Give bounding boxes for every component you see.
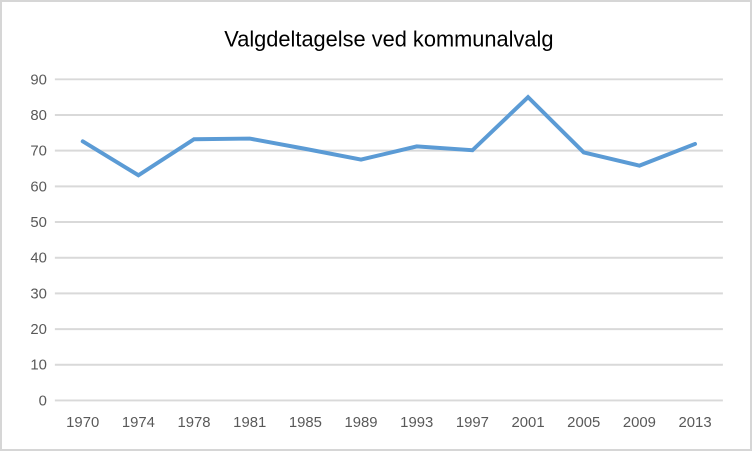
y-axis-tick-label: 0 <box>39 393 47 409</box>
y-axis-tick-label: 20 <box>30 322 47 338</box>
y-axis-labels-group: 0 10 20 30 40 50 60 70 80 90 <box>30 72 47 409</box>
x-axis-tick-label: 1978 <box>178 415 211 431</box>
y-axis-tick-label: 60 <box>30 179 47 195</box>
x-axis-tick-label: 1981 <box>233 415 266 431</box>
x-axis-tick-label: 1997 <box>456 415 489 431</box>
x-axis-tick-label: 2001 <box>512 415 545 431</box>
y-axis-tick-label: 10 <box>30 358 47 374</box>
chart-title: Valgdeltagelse ved kommunalvalg <box>224 27 553 52</box>
y-axis-tick-label: 30 <box>30 286 47 302</box>
x-axis-tick-label: 1974 <box>122 415 155 431</box>
x-axis-tick-label: 2013 <box>679 415 712 431</box>
y-axis-tick-label: 40 <box>30 251 47 267</box>
x-axis-tick-label: 1993 <box>400 415 433 431</box>
y-axis-tick-label: 90 <box>30 72 47 88</box>
series-group <box>80 94 698 178</box>
series-line <box>80 94 698 178</box>
x-axis-tick-label: 1985 <box>289 415 322 431</box>
x-axis-tick-label: 2009 <box>623 415 656 431</box>
x-axis-tick-label: 2005 <box>567 415 600 431</box>
x-axis-tick-label: 1989 <box>345 415 378 431</box>
y-axis-tick-label: 50 <box>30 215 47 231</box>
y-axis-tick-label: 70 <box>30 144 47 160</box>
y-axis-tick-label: 80 <box>30 108 47 124</box>
x-axis-labels-group: 1970 1974 1978 1981 1985 1989 1993 1997 2001 2005… <box>66 415 711 431</box>
gridlines-group <box>54 78 723 402</box>
x-axis-tick-label: 1970 <box>66 415 99 431</box>
